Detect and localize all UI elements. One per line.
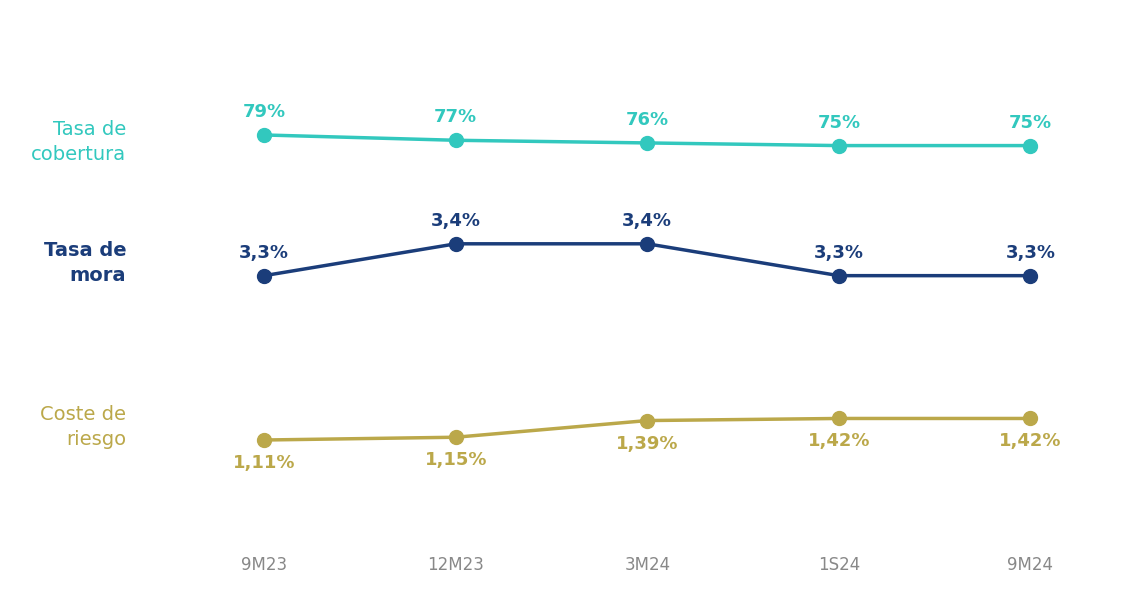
Text: 76%: 76% xyxy=(626,111,669,129)
Point xyxy=(638,416,656,425)
Text: 1,42%: 1,42% xyxy=(999,433,1062,450)
Text: 75%: 75% xyxy=(1009,114,1052,131)
Point xyxy=(638,239,656,249)
Point xyxy=(1021,414,1039,423)
Point xyxy=(255,130,273,140)
Point xyxy=(1021,271,1039,280)
Text: 3,4%: 3,4% xyxy=(623,212,672,230)
Point xyxy=(829,141,848,151)
Point xyxy=(829,414,848,423)
Point xyxy=(446,239,465,249)
Text: 1,39%: 1,39% xyxy=(616,434,679,453)
Text: 3,3%: 3,3% xyxy=(240,243,289,262)
Text: 75%: 75% xyxy=(818,114,860,131)
Point xyxy=(255,271,273,280)
Text: Tasa de
cobertura: Tasa de cobertura xyxy=(31,120,126,164)
Text: Tasa de
mora: Tasa de mora xyxy=(44,241,126,285)
Text: Coste de
riesgo: Coste de riesgo xyxy=(40,405,126,449)
Point xyxy=(1021,141,1039,151)
Point xyxy=(446,433,465,442)
Point xyxy=(638,138,656,148)
Point xyxy=(829,271,848,280)
Text: 1,15%: 1,15% xyxy=(424,451,487,469)
Text: 3,4%: 3,4% xyxy=(431,212,481,230)
Text: 3,3%: 3,3% xyxy=(814,243,864,262)
Text: 1,11%: 1,11% xyxy=(233,454,296,472)
Text: 77%: 77% xyxy=(435,108,477,126)
Text: 1,42%: 1,42% xyxy=(807,433,871,450)
Text: 79%: 79% xyxy=(243,103,286,121)
Text: 3,3%: 3,3% xyxy=(1006,243,1055,262)
Point xyxy=(446,136,465,145)
Point xyxy=(255,436,273,445)
